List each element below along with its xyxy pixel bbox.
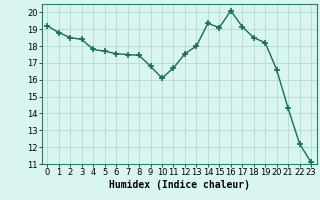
X-axis label: Humidex (Indice chaleur): Humidex (Indice chaleur) xyxy=(109,180,250,190)
